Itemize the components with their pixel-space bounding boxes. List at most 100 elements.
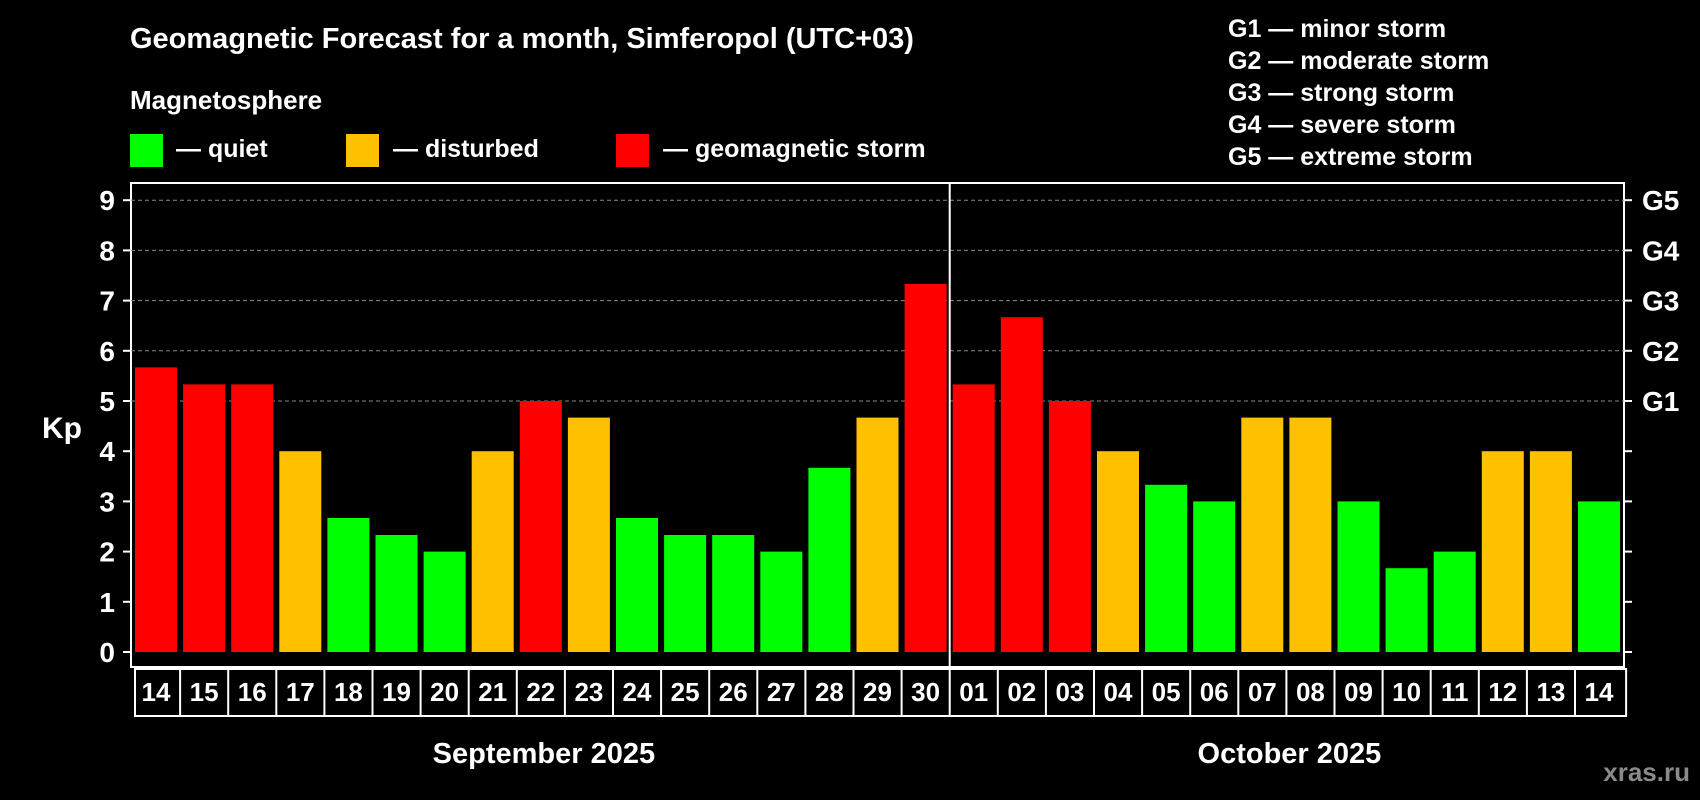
day-label: 23: [574, 677, 603, 707]
day-table-frame: [134, 668, 1628, 717]
bar: [664, 535, 707, 652]
day-label: 24: [623, 677, 652, 707]
y-tick-label: 3: [99, 486, 115, 517]
bar: [904, 284, 947, 652]
day-labels-table: 14 15 16 17 18 19 20 21 22 23 24 25 26 27 28 29 30 01 02 03…: [134, 668, 1628, 717]
bar: [1097, 451, 1139, 652]
day-label: 05: [1152, 677, 1181, 707]
right-tick-label: G3: [1642, 286, 1679, 317]
bar: [1000, 317, 1043, 652]
grid-lines: [131, 199, 1624, 402]
y-tick-label: 2: [99, 537, 115, 568]
axes-group: 0 1 2 3 4 5 6 7 8 9 G1 G2 G3 G4 G5: [99, 183, 1680, 668]
bar: [712, 535, 755, 652]
y-axis-label: Kp: [42, 412, 82, 445]
day-label: 11: [1441, 677, 1469, 707]
y-tick-label: 6: [99, 336, 115, 367]
bar: [808, 467, 851, 652]
bar: [856, 417, 899, 652]
day-label: 27: [767, 677, 796, 707]
day-label: 09: [1344, 677, 1373, 707]
storm-level-g5: G5 — extreme storm: [1228, 143, 1473, 171]
storm-level-g2: G2 — moderate storm: [1228, 47, 1489, 75]
storm-level-g1: G1 — minor storm: [1228, 15, 1446, 43]
y-tick-label: 0: [99, 637, 115, 668]
bar: [567, 417, 610, 652]
bar: [1193, 501, 1236, 652]
legend-label-disturbed: — disturbed: [393, 135, 539, 163]
day-label: 17: [286, 677, 315, 707]
bar: [616, 518, 658, 652]
day-label: 08: [1296, 677, 1325, 707]
right-tick-label: G2: [1642, 336, 1679, 367]
bars-group: [135, 284, 1620, 652]
bar: [183, 384, 226, 652]
legend-label-quiet: — quiet: [176, 135, 268, 163]
day-label: 21: [478, 677, 507, 707]
day-label: 28: [815, 677, 844, 707]
bar: [375, 535, 418, 652]
bar: [1241, 417, 1284, 652]
day-label: 19: [382, 677, 411, 707]
legend-swatch-storm: [616, 134, 649, 167]
bar: [952, 384, 995, 652]
bar: [1578, 501, 1620, 652]
bar: [471, 451, 514, 652]
day-label: 04: [1104, 677, 1133, 707]
legend-heading: Magnetosphere: [130, 85, 322, 115]
bar: [1145, 484, 1188, 652]
right-tick-label: G1: [1642, 386, 1679, 417]
y-tick-label: 8: [99, 235, 115, 266]
day-label: 20: [430, 677, 459, 707]
day-label: 03: [1055, 677, 1084, 707]
day-label: 14: [1585, 677, 1614, 707]
legend-swatch-disturbed: [346, 134, 379, 167]
y-tick-label: 9: [99, 185, 115, 216]
day-label: 14: [142, 677, 171, 707]
bar: [1289, 417, 1332, 652]
y-tick-label: 4: [99, 436, 115, 467]
day-label: 26: [719, 677, 748, 707]
legend-label-storm: — geomagnetic storm: [663, 135, 926, 163]
bar: [760, 551, 803, 652]
bar: [423, 551, 466, 652]
y-tick-label: 5: [99, 386, 115, 417]
day-label: 22: [526, 677, 555, 707]
day-label: 07: [1248, 677, 1277, 707]
day-label: 01: [959, 677, 988, 707]
watermark: xras.ru: [1603, 757, 1690, 787]
month-label: September 2025: [433, 738, 655, 770]
right-tick-label: G5: [1642, 185, 1679, 216]
day-label: 06: [1200, 677, 1229, 707]
legend-swatch-quiet: [130, 134, 163, 167]
bar: [1048, 401, 1091, 652]
day-label: 12: [1488, 677, 1517, 707]
storm-level-g4: G4 — severe storm: [1228, 111, 1456, 139]
bar: [519, 401, 562, 652]
bar: [279, 451, 322, 652]
day-label: 30: [911, 677, 940, 707]
bar: [1481, 451, 1524, 652]
day-label: 15: [190, 677, 219, 707]
month-label: October 2025: [1198, 738, 1382, 770]
day-label: 02: [1007, 677, 1036, 707]
storm-level-g3: G3 — strong storm: [1228, 79, 1454, 107]
bar: [1433, 551, 1476, 652]
day-label: 13: [1536, 677, 1565, 707]
day-label: 18: [334, 677, 363, 707]
day-label: 29: [863, 677, 892, 707]
y-tick-label: 7: [99, 286, 115, 317]
bar: [231, 384, 274, 652]
right-tick-label: G4: [1642, 235, 1680, 266]
day-label: 16: [238, 677, 267, 707]
bar: [1529, 451, 1572, 652]
day-label: 25: [671, 677, 700, 707]
plot-frame: [130, 182, 1625, 668]
bar: [327, 518, 370, 652]
day-label: 10: [1392, 677, 1421, 707]
chart-title: Geomagnetic Forecast for a month, Simfer…: [130, 23, 914, 55]
y-tick-label: 1: [99, 587, 115, 618]
bar: [1385, 568, 1428, 652]
month-labels: September 2025 October 2025: [433, 738, 1382, 770]
